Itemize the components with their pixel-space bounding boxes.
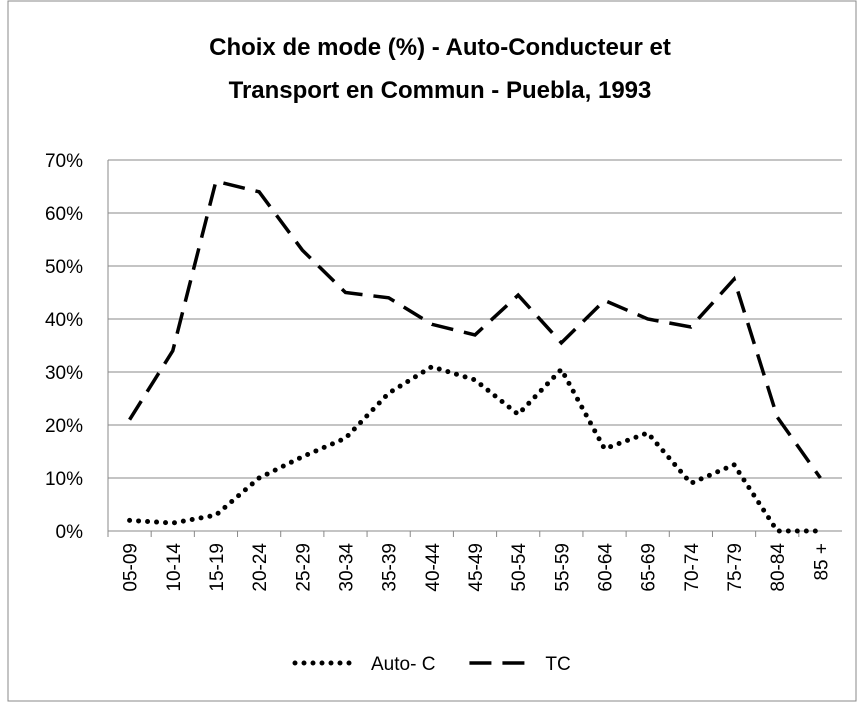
chart-title: Choix de mode (%) - Auto-Conducteur et <box>209 34 671 61</box>
x-tick-label: 40-44 <box>423 543 444 592</box>
x-tick-label: 25-29 <box>293 543 314 592</box>
x-tick-label: 05-09 <box>121 543 142 592</box>
chart-border <box>7 0 857 702</box>
x-tick-label: 85 + <box>811 543 832 581</box>
legend-label: Auto- C <box>371 654 435 675</box>
x-tick-label: 60-64 <box>596 543 617 592</box>
x-tick-label: 30-34 <box>336 543 357 592</box>
x-tick-label: 50-54 <box>509 543 530 592</box>
x-tick-label: 45-49 <box>466 543 487 592</box>
y-tick-label: 10% <box>45 469 83 490</box>
x-tick-label: 80-84 <box>768 543 789 592</box>
x-tick-label: 15-19 <box>207 543 228 592</box>
y-tick-label: 30% <box>45 363 83 384</box>
x-tick-label: 70-74 <box>682 543 703 592</box>
x-tick-label: 20-24 <box>250 543 271 592</box>
series-line <box>128 179 822 480</box>
y-tick-label: 0% <box>56 522 84 543</box>
x-tick-label: 35-39 <box>380 543 401 592</box>
x-tick-label: 10-14 <box>164 543 185 592</box>
x-tick-label: 75-79 <box>725 543 746 592</box>
y-tick-label: 20% <box>45 416 83 437</box>
series-line <box>127 363 823 534</box>
chart-title: Transport en Commun - Puebla, 1993 <box>229 77 652 104</box>
y-tick-label: 40% <box>45 310 83 331</box>
legend-label: TC <box>545 654 570 675</box>
y-tick-label: 60% <box>45 204 83 225</box>
y-tick-label: 70% <box>45 151 83 172</box>
x-tick-label: 55-59 <box>552 543 573 592</box>
y-tick-label: 50% <box>45 257 83 278</box>
x-tick-label: 65-69 <box>639 543 660 592</box>
